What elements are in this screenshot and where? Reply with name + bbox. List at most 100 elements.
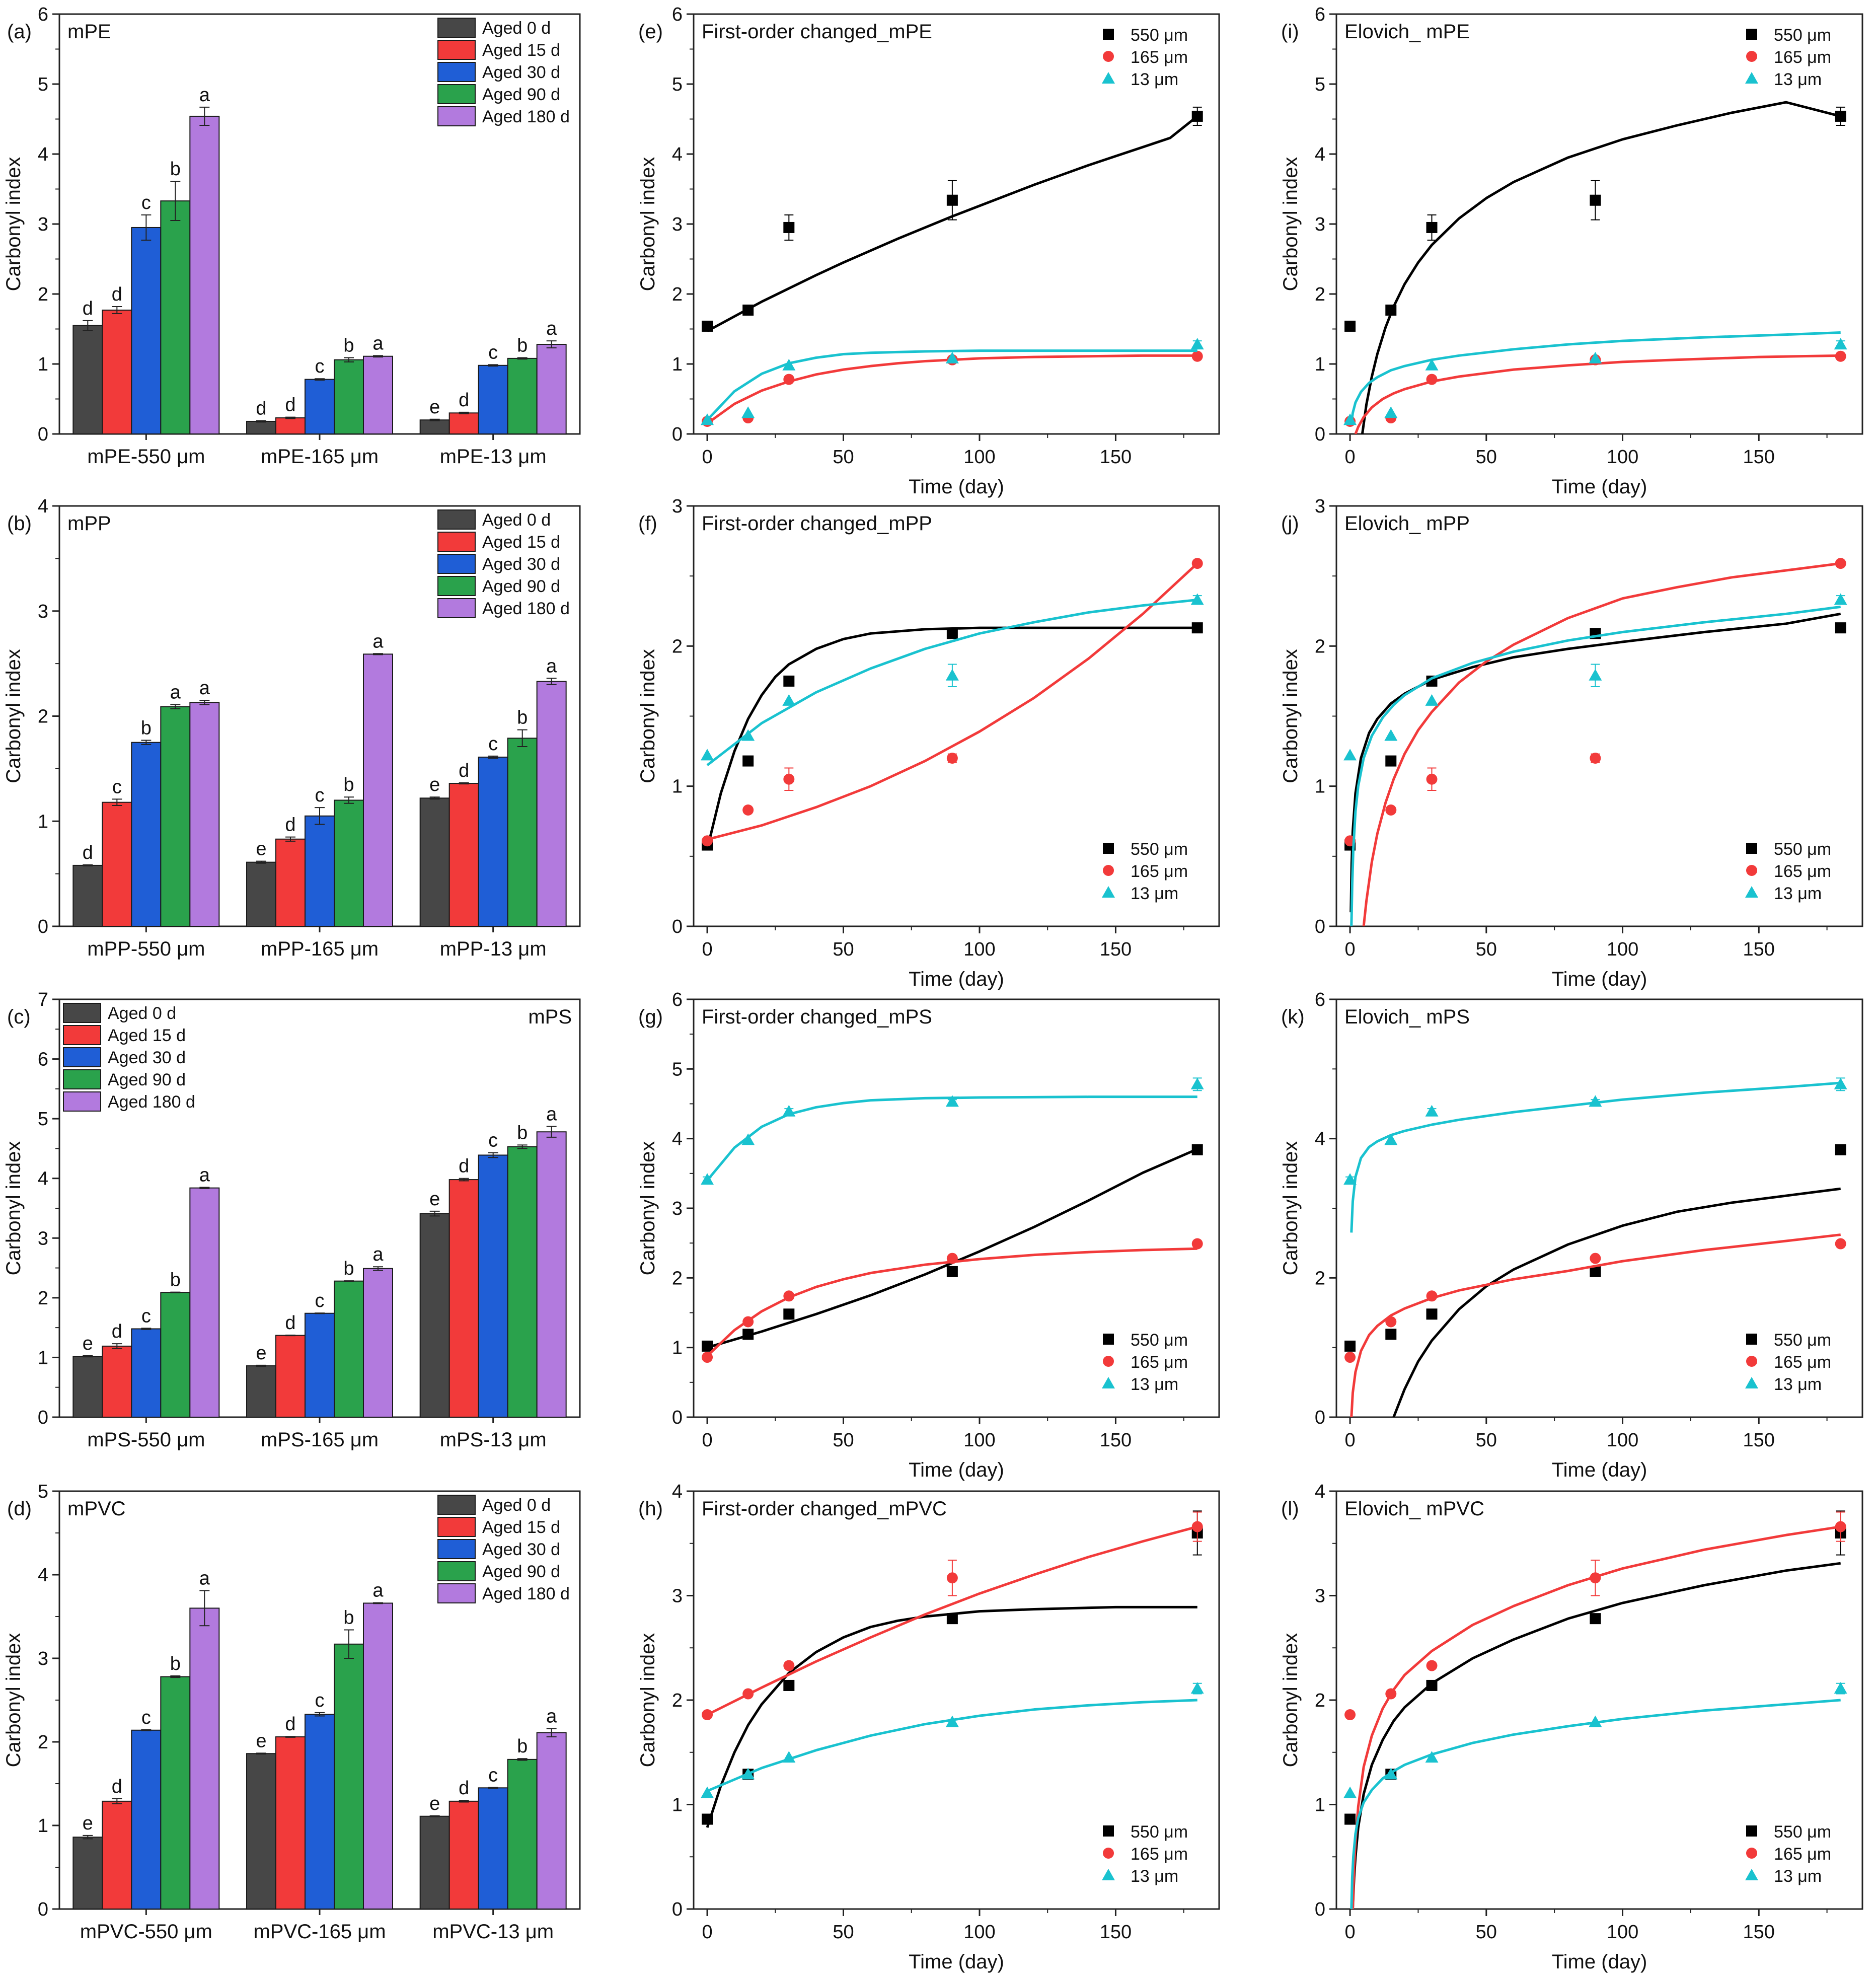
panel-label: (e) — [638, 21, 663, 43]
panel-label: (f) — [638, 512, 657, 535]
bar — [536, 344, 567, 435]
legend-label: 165 μm — [1774, 48, 1831, 67]
data-point — [1425, 1751, 1439, 1763]
y-tick-label: 3 — [1315, 1586, 1325, 1607]
data-point — [783, 1679, 795, 1691]
y-tick-label: 6 — [38, 4, 48, 25]
data-point — [783, 222, 795, 233]
significance-letter: a — [199, 1568, 210, 1589]
significance-letter: b — [517, 1122, 528, 1143]
fit-curve — [707, 562, 1198, 841]
fit-curve — [706, 1095, 1197, 1182]
legend-swatch — [437, 598, 476, 618]
data-point — [1190, 1077, 1204, 1089]
x-tick-label: 100 — [1607, 447, 1638, 468]
data-point — [783, 1308, 795, 1320]
bar — [448, 1800, 479, 1910]
legend-swatch — [437, 1561, 476, 1581]
data-point — [945, 1715, 959, 1727]
legend-label: 165 μm — [1774, 1845, 1831, 1864]
data-point — [1746, 29, 1757, 40]
legend-label: Aged 90 d — [108, 1070, 186, 1089]
significance-letter: d — [459, 1156, 469, 1177]
data-point — [1746, 1334, 1757, 1345]
legend-label: Aged 180 d — [482, 599, 570, 618]
data-point — [782, 694, 796, 706]
data-point — [742, 1316, 754, 1328]
x-tick-label: 150 — [1743, 1922, 1775, 1943]
bar — [419, 419, 450, 435]
bar — [334, 1280, 364, 1418]
significance-letter: e — [256, 1343, 266, 1364]
significance-letter: c — [488, 1130, 498, 1151]
data-point — [783, 1290, 795, 1302]
data-point — [1344, 1813, 1356, 1825]
data-point — [1590, 1266, 1601, 1277]
legend-label: 550 μm — [1774, 840, 1831, 859]
data-point — [701, 749, 714, 761]
significance-letter: a — [372, 1580, 384, 1601]
significance-letter: b — [517, 1736, 528, 1757]
x-tick-label: 0 — [702, 1430, 712, 1451]
bar — [160, 706, 191, 927]
legend-label: Aged 90 d — [482, 577, 560, 596]
y-tick-label: 1 — [1315, 354, 1325, 375]
data-point — [1746, 843, 1757, 854]
significance-letter: b — [170, 1653, 181, 1674]
bar — [189, 702, 220, 927]
x-axis-label: Time (day) — [909, 968, 1004, 990]
x-tick-label: 150 — [1100, 1430, 1132, 1451]
scatter-chart-j: 0 1 2 3 Carbonyl index 0 50 100 150 Time (day) (j)… — [1280, 496, 1863, 990]
legend-label: 165 μm — [1131, 1353, 1188, 1372]
y-axis-label: Carbonyl index — [3, 1633, 25, 1768]
y-tick-label: 2 — [38, 706, 48, 727]
significance-letter: e — [256, 1730, 266, 1751]
data-point — [1590, 1613, 1601, 1625]
fit-curve — [1350, 331, 1841, 424]
bar — [72, 1837, 103, 1910]
x-tick-label: 50 — [1476, 1922, 1497, 1943]
data-point — [783, 675, 795, 687]
y-axis-label: Carbonyl index — [637, 1141, 659, 1276]
panel-label: (h) — [638, 1498, 663, 1520]
x-tick-label: 150 — [1100, 447, 1132, 468]
data-point — [1191, 350, 1203, 362]
fit-curve — [706, 1525, 1198, 1716]
bar — [363, 355, 393, 435]
data-point — [1384, 406, 1398, 418]
significance-letter: d — [83, 298, 93, 319]
bar — [448, 412, 479, 434]
data-point — [783, 374, 795, 385]
y-tick-label: 1 — [1315, 1795, 1325, 1816]
data-point — [1590, 194, 1601, 206]
data-point — [1344, 1352, 1356, 1363]
panel-title: mPVC — [67, 1498, 126, 1520]
data-point — [1590, 1253, 1601, 1264]
significance-letter: b — [141, 718, 152, 739]
y-tick-label: 5 — [672, 74, 683, 95]
y-axis-label: Carbonyl index — [1280, 649, 1302, 783]
data-point — [1835, 558, 1846, 569]
y-tick-label: 3 — [38, 1648, 48, 1669]
x-category-label: mPE-550 μm — [87, 446, 205, 468]
y-tick-label: 4 — [672, 144, 683, 165]
data-point — [1103, 1825, 1114, 1837]
y-tick-label: 6 — [672, 4, 683, 25]
bar — [189, 1187, 220, 1418]
y-tick-label: 4 — [1315, 144, 1325, 165]
data-point — [1834, 1682, 1847, 1694]
scatter-chart-f: 0 1 2 3 Carbonyl index 0 50 100 150 Time (day) (f)… — [637, 496, 1220, 990]
data-point — [1343, 749, 1357, 761]
significance-letter: a — [372, 1244, 384, 1265]
y-axis-label: Carbonyl index — [1280, 1633, 1302, 1768]
bar — [363, 1268, 393, 1418]
x-tick-label: 0 — [1345, 447, 1356, 468]
data-point — [1746, 51, 1757, 62]
y-axis-label: Carbonyl index — [637, 1633, 659, 1768]
fit-curve — [706, 1247, 1197, 1357]
data-point — [1834, 593, 1847, 605]
legend-label: Aged 90 d — [482, 85, 560, 104]
fit-curve — [1362, 562, 1841, 926]
data-point — [946, 1266, 958, 1277]
